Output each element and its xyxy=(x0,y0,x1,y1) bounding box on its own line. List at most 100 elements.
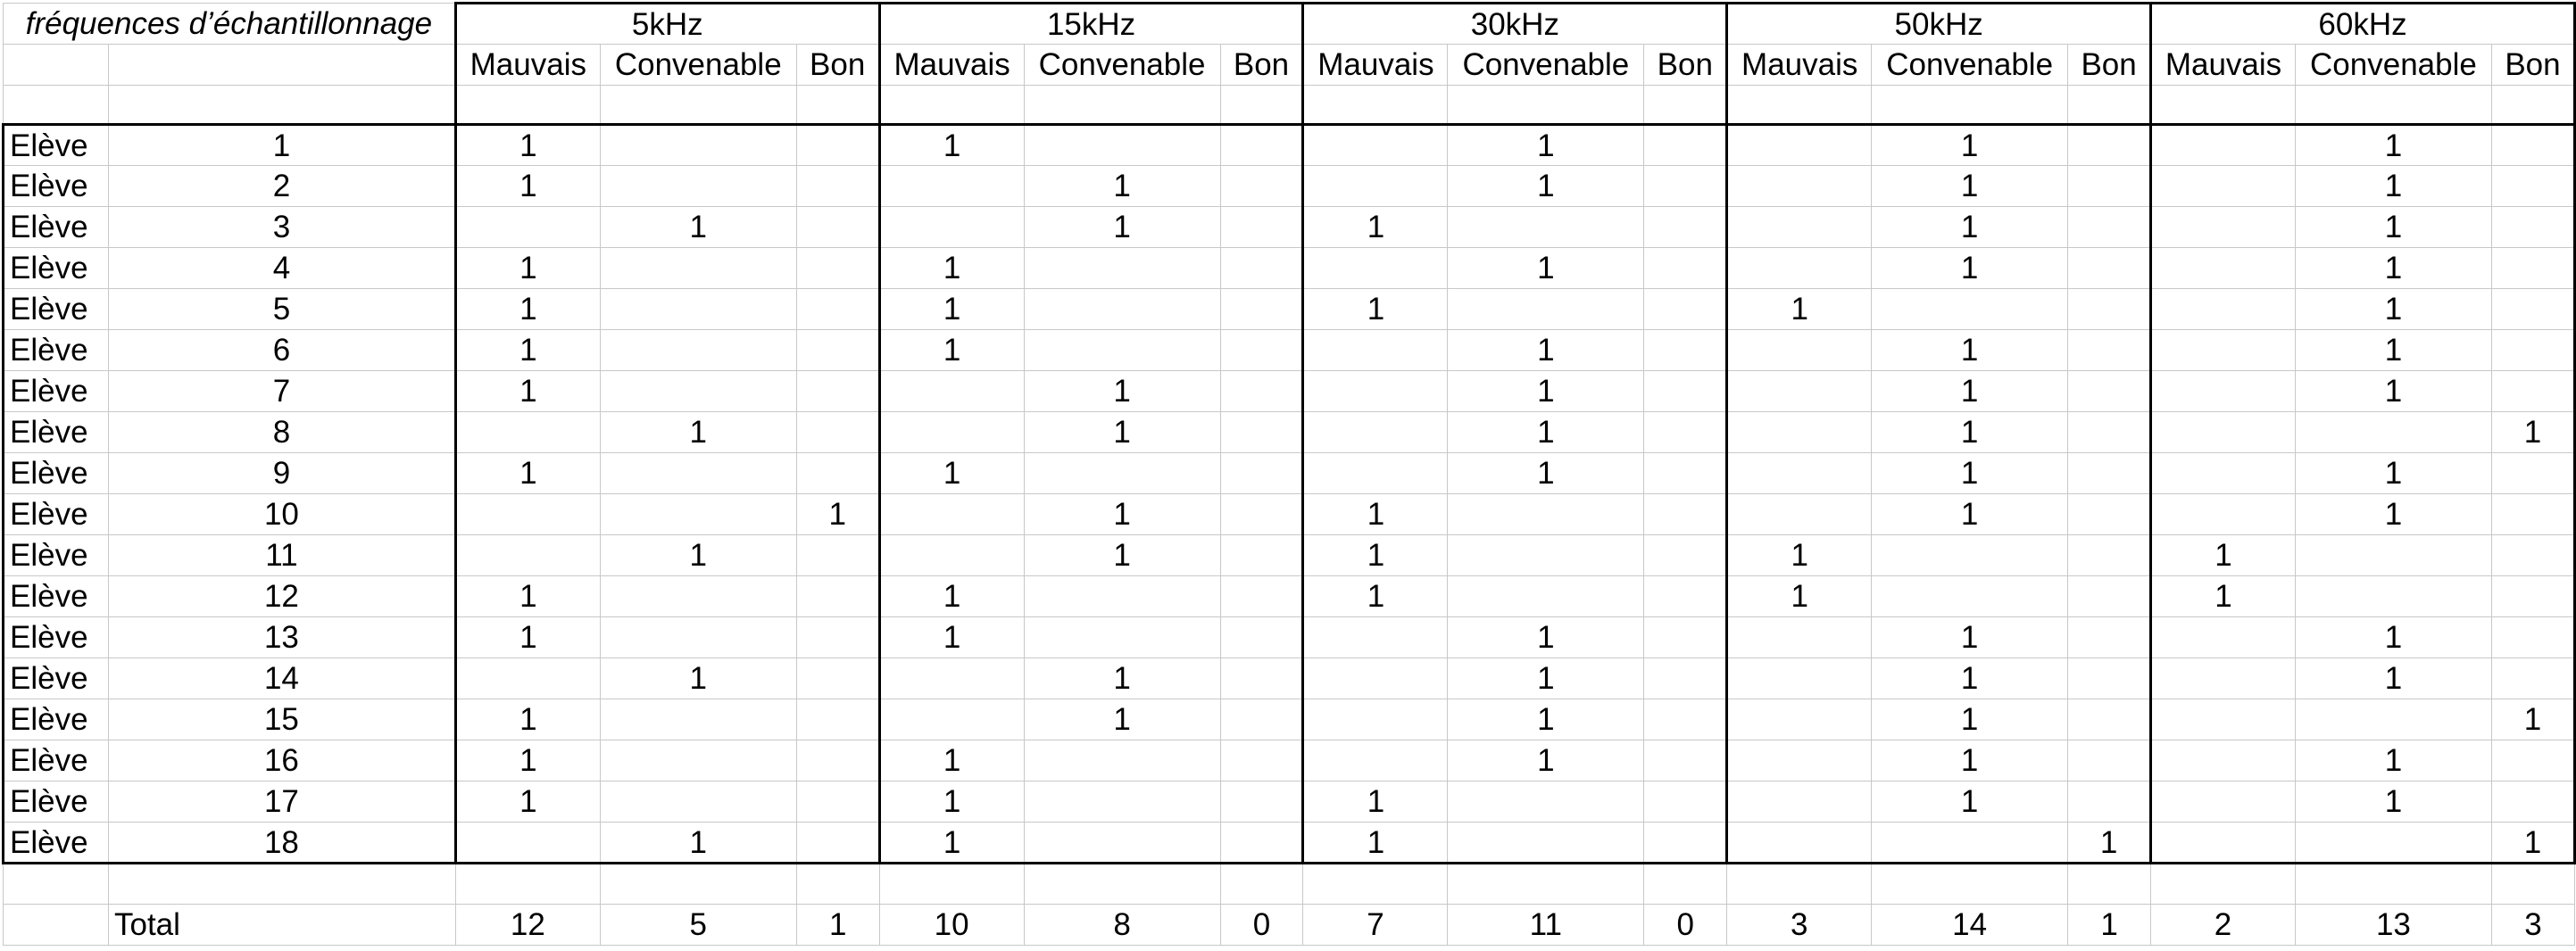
rating-cell-convenable[interactable]: 1 xyxy=(1871,370,2069,412)
category-header-convenable[interactable]: Convenable xyxy=(2294,44,2492,86)
rating-cell-convenable[interactable]: 1 xyxy=(1871,781,2069,823)
rating-cell-mauvais[interactable]: 1 xyxy=(878,781,1025,823)
rating-cell-convenable[interactable]: 1 xyxy=(1871,657,2069,699)
rating-cell-mauvais[interactable] xyxy=(1726,370,1873,412)
rating-cell-convenable[interactable]: 1 xyxy=(2294,165,2492,207)
rating-cell-bon[interactable] xyxy=(2490,575,2576,617)
rating-cell-bon[interactable] xyxy=(1219,288,1305,330)
empty-cell[interactable] xyxy=(453,85,601,125)
rating-cell-mauvais[interactable]: 1 xyxy=(1302,288,1449,330)
rating-cell-mauvais[interactable] xyxy=(1726,657,1873,699)
total-value-cell[interactable]: 3 xyxy=(1726,904,1873,946)
rating-cell-convenable[interactable]: 1 xyxy=(1871,493,2069,535)
empty-cell[interactable] xyxy=(2067,863,2152,905)
rating-cell-mauvais[interactable] xyxy=(2150,411,2296,453)
rating-cell-bon[interactable] xyxy=(1219,411,1305,453)
empty-cell[interactable] xyxy=(3,85,109,125)
rating-cell-mauvais[interactable]: 1 xyxy=(1302,575,1449,617)
student-number-cell[interactable]: 8 xyxy=(107,411,456,453)
empty-cell[interactable] xyxy=(3,863,109,905)
rating-cell-bon[interactable] xyxy=(1643,452,1729,494)
rating-cell-convenable[interactable] xyxy=(1447,781,1645,823)
rating-cell-bon[interactable] xyxy=(2490,493,2576,535)
rating-cell-bon[interactable] xyxy=(795,452,881,494)
rating-cell-bon[interactable] xyxy=(2067,657,2153,699)
rating-cell-mauvais[interactable] xyxy=(878,411,1025,453)
empty-cell[interactable] xyxy=(1643,85,1729,125)
rating-cell-convenable[interactable]: 1 xyxy=(2294,247,2492,289)
rating-cell-convenable[interactable] xyxy=(1023,123,1221,166)
rating-cell-mauvais[interactable] xyxy=(2150,699,2296,740)
frequency-header-30khz[interactable]: 30kHz xyxy=(1302,2,1729,45)
empty-cell[interactable] xyxy=(1871,863,2069,905)
student-number-cell[interactable]: 9 xyxy=(107,452,456,494)
rating-cell-bon[interactable] xyxy=(795,781,881,823)
rating-cell-mauvais[interactable] xyxy=(878,699,1025,740)
rating-cell-mauvais[interactable] xyxy=(878,493,1025,535)
rating-cell-bon[interactable] xyxy=(1643,370,1729,412)
rating-cell-bon[interactable] xyxy=(2067,247,2153,289)
rating-cell-mauvais[interactable]: 1 xyxy=(878,123,1025,166)
rating-cell-bon[interactable] xyxy=(2067,206,2153,248)
rating-cell-convenable[interactable]: 1 xyxy=(1023,699,1221,740)
total-value-cell[interactable]: 13 xyxy=(2294,904,2492,946)
rating-cell-mauvais[interactable] xyxy=(1302,370,1449,412)
rating-cell-convenable[interactable]: 1 xyxy=(1871,740,2069,781)
rating-cell-convenable[interactable] xyxy=(1447,534,1645,576)
empty-cell[interactable] xyxy=(107,863,456,905)
rating-cell-bon[interactable] xyxy=(795,165,881,207)
rating-cell-bon[interactable] xyxy=(1643,123,1729,166)
rating-cell-bon[interactable] xyxy=(1219,616,1305,658)
rating-cell-convenable[interactable] xyxy=(1023,616,1221,658)
empty-cell[interactable] xyxy=(2150,863,2296,905)
rating-cell-mauvais[interactable] xyxy=(878,534,1025,576)
total-value-cell[interactable]: 3 xyxy=(2490,904,2576,946)
student-number-cell[interactable]: 13 xyxy=(107,616,456,658)
empty-cell[interactable] xyxy=(2490,85,2576,125)
category-header-convenable[interactable]: Convenable xyxy=(1871,44,2069,86)
category-header-mauvais[interactable]: Mauvais xyxy=(1302,44,1449,86)
rating-cell-convenable[interactable]: 1 xyxy=(2294,206,2492,248)
rating-cell-mauvais[interactable] xyxy=(1302,699,1449,740)
empty-cell[interactable] xyxy=(1023,85,1221,125)
rating-cell-convenable[interactable] xyxy=(2294,411,2492,453)
rating-cell-bon[interactable] xyxy=(795,657,881,699)
rating-cell-bon[interactable] xyxy=(2067,123,2153,166)
student-label-cell[interactable]: Elève xyxy=(2,575,109,617)
total-value-cell[interactable]: 2 xyxy=(2150,904,2296,946)
rating-cell-mauvais[interactable] xyxy=(453,657,601,699)
rating-cell-bon[interactable]: 1 xyxy=(2490,822,2576,864)
student-number-cell[interactable]: 7 xyxy=(107,370,456,412)
rating-cell-bon[interactable] xyxy=(1219,575,1305,617)
student-number-cell[interactable]: 17 xyxy=(107,781,456,823)
category-header-mauvais[interactable]: Mauvais xyxy=(453,44,601,86)
rating-cell-convenable[interactable] xyxy=(599,329,797,371)
rating-cell-mauvais[interactable] xyxy=(1726,452,1873,494)
rating-cell-convenable[interactable] xyxy=(1023,329,1221,371)
rating-cell-mauvais[interactable] xyxy=(1726,411,1873,453)
category-header-convenable[interactable]: Convenable xyxy=(599,44,797,86)
rating-cell-convenable[interactable] xyxy=(1447,206,1645,248)
rating-cell-convenable[interactable]: 1 xyxy=(2294,370,2492,412)
rating-cell-convenable[interactable]: 1 xyxy=(1447,370,1645,412)
rating-cell-mauvais[interactable]: 1 xyxy=(1302,206,1449,248)
rating-cell-mauvais[interactable]: 1 xyxy=(453,740,601,781)
student-label-cell[interactable]: Elève xyxy=(2,699,109,740)
rating-cell-convenable[interactable] xyxy=(2294,534,2492,576)
rating-cell-convenable[interactable]: 1 xyxy=(1871,206,2069,248)
rating-cell-bon[interactable] xyxy=(1643,616,1729,658)
rating-cell-convenable[interactable]: 1 xyxy=(1447,247,1645,289)
rating-cell-mauvais[interactable]: 1 xyxy=(453,370,601,412)
rating-cell-convenable[interactable]: 1 xyxy=(2294,452,2492,494)
category-header-mauvais[interactable]: Mauvais xyxy=(878,44,1025,86)
rating-cell-bon[interactable] xyxy=(1643,247,1729,289)
student-number-cell[interactable]: 15 xyxy=(107,699,456,740)
rating-cell-mauvais[interactable] xyxy=(878,370,1025,412)
rating-cell-convenable[interactable]: 1 xyxy=(2294,740,2492,781)
rating-cell-bon[interactable] xyxy=(2067,575,2153,617)
empty-cell[interactable] xyxy=(454,863,601,905)
rating-cell-mauvais[interactable] xyxy=(1726,781,1873,823)
empty-cell[interactable] xyxy=(1447,863,1645,905)
rating-cell-mauvais[interactable] xyxy=(878,165,1025,207)
empty-cell[interactable] xyxy=(2067,85,2153,125)
